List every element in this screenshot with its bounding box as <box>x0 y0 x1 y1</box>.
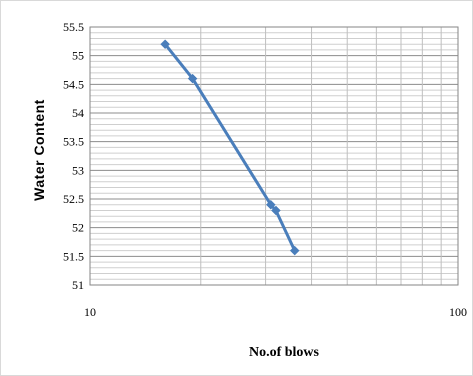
x-tick-label: 100 <box>449 305 467 319</box>
data-point-marker <box>187 73 198 84</box>
series <box>160 39 300 256</box>
grid <box>89 26 459 286</box>
data-point-marker <box>271 205 281 216</box>
y-tick-label: 55 <box>72 49 84 63</box>
x-axis-ticks: 10 100 <box>84 305 467 319</box>
data-point-marker <box>265 199 276 210</box>
y-axis-label: Water Content <box>31 99 47 201</box>
y-tick-label: 53 <box>72 163 84 177</box>
y-tick-label: 54 <box>72 106 84 120</box>
x-tick-label: 10 <box>84 305 96 319</box>
y-tick-label: 51.5 <box>63 249 84 263</box>
y-tick-label: 52 <box>72 221 84 235</box>
y-tick-label: 55.5 <box>63 20 84 34</box>
y-axis-ticks: 51 51.5 52 52.5 53 53.5 54 54.5 55 55.5 <box>63 20 84 292</box>
y-tick-label: 52.5 <box>63 192 84 206</box>
y-tick-label: 51 <box>72 278 84 292</box>
plot-area <box>89 26 459 286</box>
y-tick-label: 54.5 <box>63 77 84 91</box>
y-tick-label: 53.5 <box>63 135 84 149</box>
data-point-marker <box>160 39 170 50</box>
data-point-marker <box>289 245 300 256</box>
x-axis-label: No.of blows <box>249 345 320 360</box>
